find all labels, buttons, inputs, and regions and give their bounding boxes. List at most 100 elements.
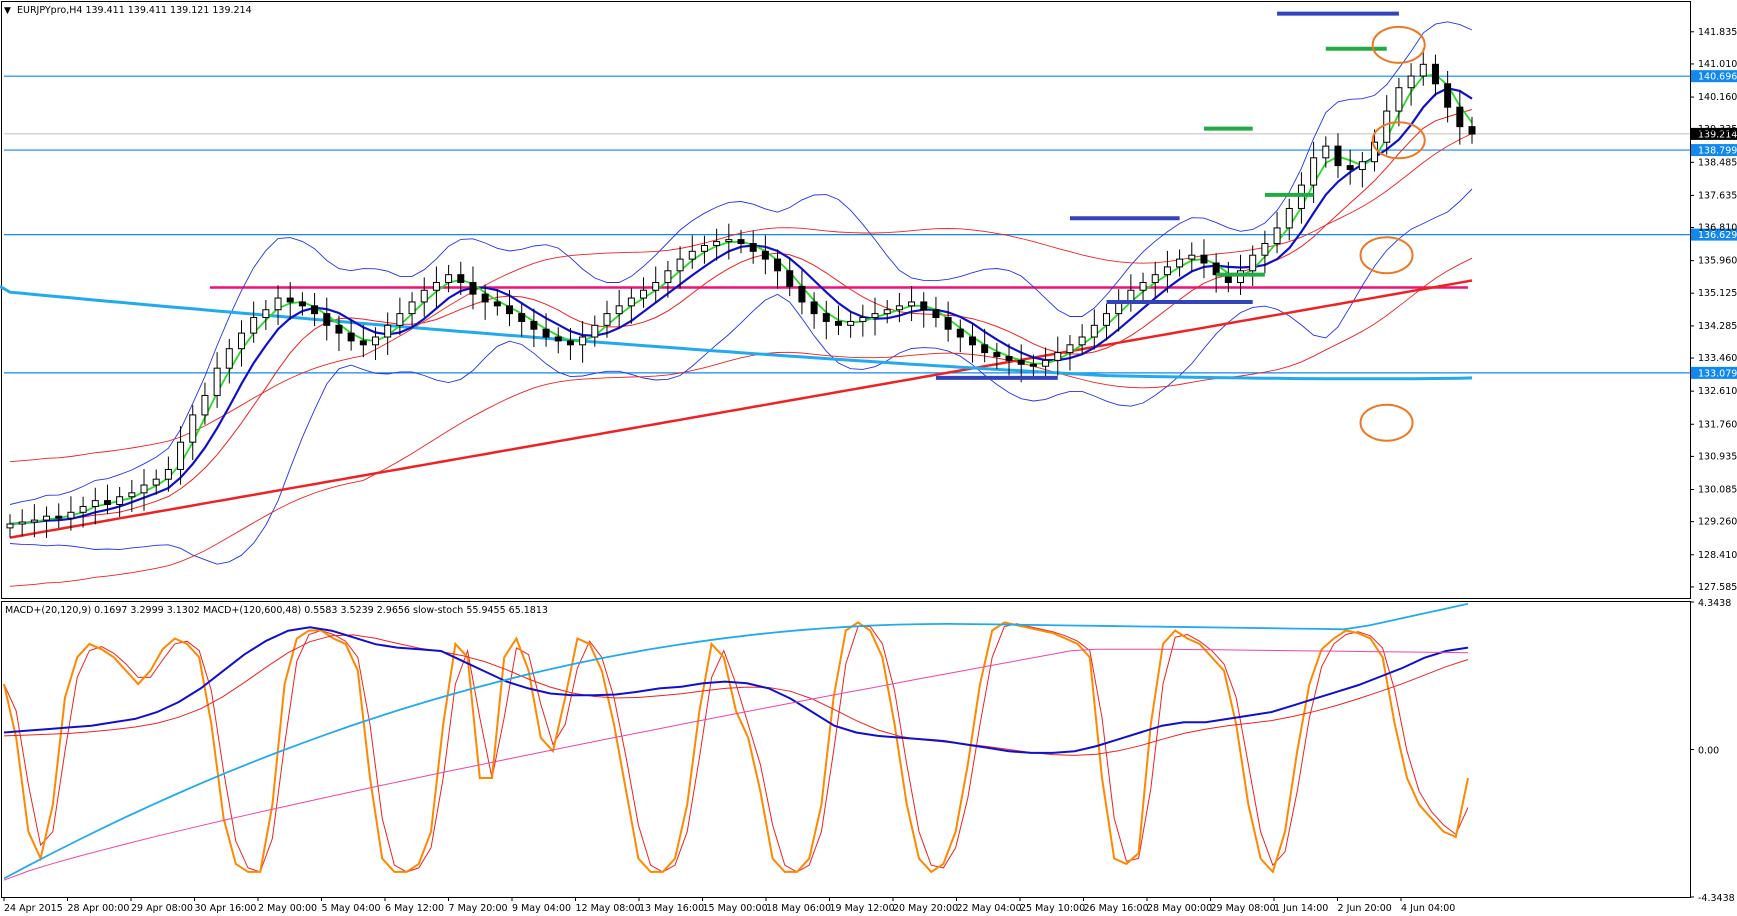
circle-top xyxy=(1371,25,1426,64)
candle-body xyxy=(18,521,26,525)
highlight-circles xyxy=(1359,25,1426,442)
candle-body xyxy=(189,414,197,443)
candle-body xyxy=(408,301,416,315)
candle-body xyxy=(286,297,294,303)
candle-body xyxy=(798,285,806,303)
candle-body xyxy=(140,484,148,494)
candle-body xyxy=(810,301,818,315)
time-tick-label: 15 May 00:00 xyxy=(703,903,768,914)
indicator-tick-label: -4.3438 xyxy=(1698,893,1735,904)
price-axis: 141.835 141.010 140.160 139.335 138.485 137.6… xyxy=(1690,27,1737,593)
candle-body xyxy=(1261,243,1269,256)
time-tick-label: 24 Apr 2015 xyxy=(4,903,63,914)
price-tick-label: 130.085 xyxy=(1698,485,1737,496)
horizontal-lines: 140.696 138.799 136.629 133.079 139.214 xyxy=(4,70,1737,379)
current-price-box xyxy=(1691,127,1737,140)
candle-body xyxy=(1066,344,1074,354)
time-tick-label: 7 May 20:00 xyxy=(449,903,508,914)
candle-body xyxy=(847,320,855,326)
candle-body xyxy=(591,324,599,338)
candle-body xyxy=(420,289,428,303)
macd-slow-line xyxy=(3,602,1469,880)
price-tick-label: 139.335 xyxy=(1698,124,1737,135)
price-tick-label: 135.960 xyxy=(1698,256,1737,267)
candle-body xyxy=(79,505,87,513)
candle-body xyxy=(956,328,964,338)
candle-body xyxy=(627,297,635,307)
candle-body xyxy=(347,332,355,342)
candle-body xyxy=(396,313,404,326)
candle-body xyxy=(1249,254,1257,272)
price-tick-label: 136.810 xyxy=(1698,223,1737,234)
candle-body xyxy=(908,301,916,307)
indicator-title: MACD+(20,120,9) 0.1697 3.2999 3.1302 MAC… xyxy=(5,605,548,616)
candle-body xyxy=(43,515,51,521)
candle-body xyxy=(737,239,745,245)
candle-body xyxy=(384,324,392,338)
candle-body xyxy=(1285,207,1293,229)
price-tick-label: 140.160 xyxy=(1698,92,1737,103)
time-tick-label: 25 May 10:00 xyxy=(1020,903,1085,914)
candle-body xyxy=(688,250,696,260)
candle-body xyxy=(91,500,99,507)
price-tick-label: 138.485 xyxy=(1698,157,1737,168)
candle-body xyxy=(749,243,757,252)
candle-body xyxy=(1200,254,1208,264)
price-label-box xyxy=(1691,70,1737,83)
candle-body xyxy=(822,313,830,322)
candle-body xyxy=(774,258,782,272)
candle-body xyxy=(225,348,233,369)
candle-body xyxy=(968,336,976,346)
candle-body xyxy=(323,313,331,326)
macd-fast-signal xyxy=(3,634,1469,756)
candle-body xyxy=(859,317,867,322)
candle-body xyxy=(237,332,245,350)
candle-body xyxy=(895,305,903,311)
chart-title: EURJPYpro,H4 139.411 139.411 139.121 139… xyxy=(17,5,252,16)
macd-slow-signal xyxy=(3,648,1469,881)
candle-body xyxy=(676,258,684,272)
stoch-d-line xyxy=(3,623,1469,873)
price-label: 140.696 xyxy=(1698,72,1737,83)
price-tick-label: 130.935 xyxy=(1698,451,1737,462)
candle-body xyxy=(542,328,550,338)
candle-body xyxy=(262,309,270,319)
candle-body xyxy=(311,305,319,315)
candle-body xyxy=(883,309,891,315)
candle-body xyxy=(1468,126,1476,135)
price-tick-label: 132.610 xyxy=(1698,386,1737,397)
price-tick-label: 129.260 xyxy=(1698,517,1737,528)
candle-body xyxy=(201,394,209,416)
price-label-box xyxy=(1691,366,1737,379)
candle-body xyxy=(920,301,928,311)
candle-body xyxy=(372,336,379,346)
candle-body xyxy=(432,281,440,291)
candle-body xyxy=(1383,110,1391,143)
candle-body xyxy=(1346,165,1354,171)
indicator-frame xyxy=(1,601,1691,898)
time-tick-label: 29 Apr 08:00 xyxy=(131,903,193,914)
candle-body xyxy=(566,340,574,346)
candle-body xyxy=(1078,336,1086,346)
price-label-box xyxy=(1691,228,1737,241)
candle-body xyxy=(1163,266,1171,276)
candle-body xyxy=(116,496,124,506)
candle-body xyxy=(603,313,611,326)
candle-body xyxy=(1017,359,1025,365)
circle-mid xyxy=(1371,121,1426,160)
candle-body xyxy=(1395,87,1403,112)
candle-body xyxy=(164,468,172,480)
time-tick-label: 4 Jun 04:00 xyxy=(1401,903,1455,914)
candle-body xyxy=(506,305,514,315)
candle-body xyxy=(664,270,672,283)
candle-body xyxy=(1103,313,1110,326)
header-arrow-icon[interactable]: ▼ xyxy=(4,6,11,16)
time-tick-label: 2 May 00:00 xyxy=(258,903,317,914)
time-tick-label: 26 May 16:00 xyxy=(1084,903,1149,914)
price-tick-label: 128.410 xyxy=(1698,550,1737,561)
time-tick-label: 20 May 20:00 xyxy=(893,903,958,914)
candle-body xyxy=(128,492,136,498)
candle-body xyxy=(1273,227,1281,245)
circle-low xyxy=(1359,236,1414,275)
